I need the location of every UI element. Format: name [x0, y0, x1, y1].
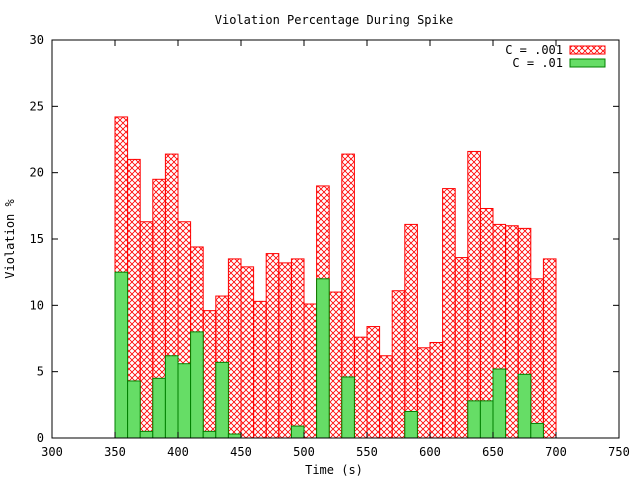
bar-c001 [253, 300, 267, 439]
bar-c01 [316, 278, 330, 439]
bar-c01 [177, 363, 192, 439]
legend-label: C = .01 [512, 56, 563, 70]
x-tick-label: 300 [41, 445, 63, 459]
bar-c01 [467, 400, 481, 439]
x-tick-label: 650 [482, 445, 504, 459]
bar-c001 [265, 253, 280, 439]
axes: 300 350 400 450 500 550 600 650 700 750 0 5 10 15 20 25… [30, 33, 630, 459]
bar-c001 [290, 258, 305, 439]
bar-c001 [303, 303, 318, 439]
bar-c001 [240, 266, 255, 439]
y-tick-label: 30 [30, 33, 44, 47]
bar-c001 [505, 225, 519, 439]
y-tick-label: 20 [30, 166, 44, 180]
bar-c001 [542, 258, 557, 439]
legend-swatch [569, 58, 606, 68]
legend-swatch [569, 45, 606, 55]
legend-label: C = .001 [505, 43, 563, 57]
bar-c001 [353, 336, 368, 439]
bar-c01 [215, 361, 229, 439]
bar-c001 [530, 278, 544, 439]
y-tick-label: 5 [37, 365, 44, 379]
bar-c001 [202, 310, 217, 439]
plot-area [114, 116, 557, 439]
y-tick-label: 25 [30, 99, 44, 113]
bar-c01 [290, 425, 305, 439]
bar-c01 [164, 355, 179, 439]
bar-c01 [202, 430, 217, 439]
bar-c001 [366, 326, 381, 439]
bar-c01 [530, 422, 544, 439]
bar-c01 [341, 376, 355, 439]
chart-title: Violation Percentage During Spike [215, 13, 453, 27]
y-tick-label: 10 [30, 298, 44, 312]
bar-c01 [479, 400, 494, 439]
x-tick-label: 500 [293, 445, 315, 459]
x-tick-label: 400 [167, 445, 189, 459]
bar-c001 [227, 258, 242, 439]
x-tick-label: 550 [356, 445, 378, 459]
bar-c001 [404, 223, 418, 439]
bar-c001 [379, 355, 393, 439]
y-axis-label: Violation % [3, 198, 17, 278]
bar-c001 [467, 150, 481, 439]
bar-c001 [442, 188, 456, 439]
bar-c001 [391, 290, 406, 439]
bar-c01 [517, 373, 532, 439]
x-tick-label: 350 [104, 445, 126, 459]
bar-c01 [190, 331, 204, 439]
bar-c01 [227, 433, 242, 439]
bar-c01 [152, 377, 166, 439]
x-tick-label: 600 [419, 445, 441, 459]
x-axis-label: Time (s) [305, 463, 363, 477]
bar-c001 [278, 262, 292, 439]
bar-c01 [139, 430, 154, 439]
y-tick-label: 15 [30, 232, 44, 246]
y-tick-label: 0 [37, 431, 44, 445]
x-tick-label: 450 [230, 445, 252, 459]
x-tick-label: 700 [545, 445, 567, 459]
bar-c001 [454, 257, 469, 439]
bar-c01 [404, 410, 418, 439]
bar-c01 [114, 271, 129, 439]
bar-c001 [328, 291, 343, 439]
bar-c01 [492, 368, 507, 439]
bar-c01 [127, 380, 141, 439]
bar-c001 [139, 221, 154, 439]
bar-c001 [416, 347, 431, 439]
bar-c001 [429, 341, 444, 439]
x-tick-label: 750 [608, 445, 630, 459]
